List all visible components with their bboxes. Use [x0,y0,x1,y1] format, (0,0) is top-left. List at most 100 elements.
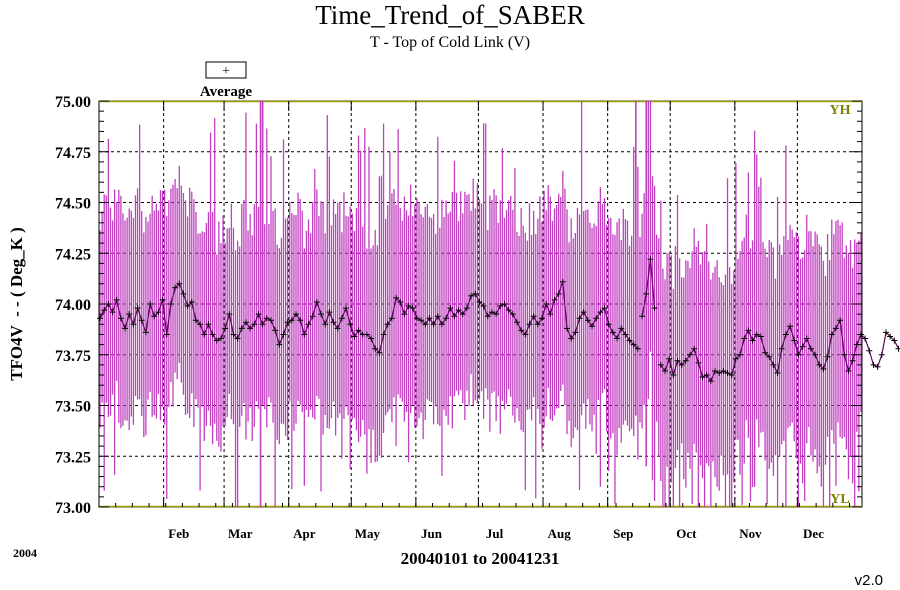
average-marker [782,331,789,338]
average-marker [618,325,625,332]
average-marker [430,321,437,328]
average-marker [334,325,341,332]
average-marker [472,290,479,297]
y-axis-ticks: 73.00 73.25 73.50 73.75 74.00 74.25 74.50 74.75… [55,94,862,517]
average-marker [409,305,416,312]
average-marker [113,296,120,303]
average-marker [787,323,794,330]
average-marker [720,368,727,374]
x-tick-label: Jul [486,526,504,541]
average-marker [447,305,454,312]
average-marker [841,351,848,358]
average-marker [741,335,748,342]
average-marker [167,301,174,307]
average-marker [493,311,500,318]
average-series [97,256,900,385]
average-marker [268,317,274,324]
average-marker [778,345,785,352]
average-marker [397,299,404,305]
average-marker [301,331,308,338]
average-marker [703,372,710,378]
average-marker [716,370,723,376]
average-marker [766,353,773,360]
average-marker [180,290,187,297]
average-marker [639,313,646,320]
y-tick-label: 74.50 [55,196,91,213]
average-marker [338,315,345,322]
average-marker [770,361,777,368]
legend: + Average [200,61,252,100]
average-marker [753,331,760,338]
average-marker [699,374,706,381]
average-marker [634,345,641,352]
average-marker [534,321,541,328]
average-marker [559,278,566,285]
average-line [641,259,656,317]
average-marker [109,309,116,316]
average-marker [413,315,420,322]
average-marker [643,290,650,297]
average-marker [555,290,562,297]
average-marker [691,345,698,352]
x-tick-label: Oct [676,526,697,541]
average-marker [547,311,554,318]
x-axis-ticks: Feb Mar Apr May Jun Jul Aug Sep Oct Nov Dec [98,101,850,541]
average-marker [443,315,450,322]
average-marker [347,321,354,328]
average-marker [732,355,739,362]
average-marker [384,321,391,328]
average-marker [117,315,124,322]
average-marker [862,335,869,342]
average-marker [393,294,400,301]
average-marker [372,345,379,352]
average-marker [501,301,508,307]
average-marker [795,351,802,358]
average-marker [630,341,637,348]
average-marker [828,331,835,338]
y-tick-label: 73.00 [55,500,91,517]
average-marker [791,337,798,344]
average-marker [176,280,183,287]
average-marker [234,335,241,342]
average-marker [280,331,287,338]
average-marker [695,359,702,366]
legend-symbol-box [205,61,247,79]
y-tick-label: 74.75 [55,145,91,162]
average-marker [326,309,333,316]
average-marker [459,311,466,318]
y-axis-label: TFO4V - - ( Deg_K ) [7,227,26,381]
average-marker [155,309,162,316]
average-marker [476,299,483,305]
average-marker [197,321,204,328]
chart-subtitle: T - Top of Cold Link (V) [370,34,530,51]
average-marker [184,303,191,309]
average-marker [318,311,324,318]
average-marker [883,329,889,336]
average-marker [543,301,550,307]
average-marker [674,357,681,364]
average-marker [434,313,441,320]
y-tick-label: 74.00 [55,297,91,314]
average-marker [142,329,149,336]
average-marker [313,299,320,305]
average-marker [505,307,512,314]
average-marker [580,309,587,316]
average-marker [678,361,685,368]
average-marker [243,319,249,326]
average-marker [870,361,877,368]
average-marker [497,303,504,309]
average-marker [593,315,600,322]
y-tick-label: 73.75 [55,348,91,365]
average-marker [97,315,103,322]
average-marker [572,329,579,336]
x-tick-label: Jun [421,526,443,541]
x-tick-label: Sep [613,526,633,541]
average-marker [568,335,575,342]
average-marker [122,325,129,332]
average-marker [192,317,199,324]
x-tick-label: Apr [293,526,316,541]
average-marker [757,333,764,340]
average-marker [468,292,475,299]
average-marker [622,331,629,338]
average-marker [564,325,570,332]
